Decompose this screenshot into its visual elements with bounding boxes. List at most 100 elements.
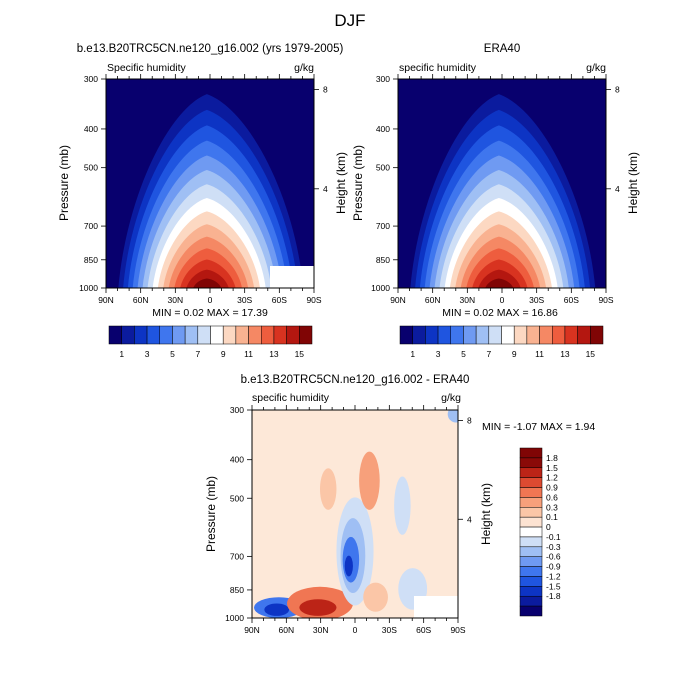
- diff-height-tick-label: 8: [467, 416, 472, 426]
- model-y-tick-label: 300: [84, 74, 98, 84]
- obs-colorbar-label: 11: [535, 349, 544, 359]
- panel-model-axes: 90N 60N 30N 0 30S 60S 90S 300 400 500 700 850 1000 8 4: [79, 74, 328, 305]
- diff-colorbar-label: -0.6: [546, 552, 561, 562]
- panel-diff-colorbar: 1.81.51.20.90.60.30.10-0.1-0.3-0.6-0.9-1…: [519, 447, 561, 617]
- panel-diff-units: g/kg: [441, 392, 461, 404]
- diff-colorbar-label: 0.3: [546, 502, 558, 512]
- diff-colorbar-swatch: [519, 477, 543, 488]
- obs-x-tick-label: 90S: [598, 295, 613, 305]
- panel-diff: b.e13.B20TRC5CN.ne120_g16.002 - ERA40 sp…: [204, 374, 595, 635]
- obs-y-tick-label: 500: [376, 163, 390, 173]
- diff-colorbar-swatch: [519, 536, 543, 548]
- diff-y-tick-label: 850: [230, 585, 244, 595]
- model-colorbar-swatch: [108, 325, 122, 345]
- model-x-tick-label: 30S: [237, 295, 252, 305]
- model-colorbar-swatch: [121, 325, 135, 345]
- diff-x-tick-label: 90S: [450, 625, 465, 635]
- obs-x-tick-label: 0: [500, 295, 505, 305]
- panel-obs-colorbar: 1 3 5 7 9 11 13 15: [399, 325, 604, 359]
- obs-colorbar-label: 7: [486, 349, 491, 359]
- obs-colorbar-swatch: [590, 325, 604, 345]
- panel-model-units: g/kg: [294, 62, 314, 74]
- model-colorbar-swatch: [286, 325, 300, 345]
- obs-colorbar-label: 9: [512, 349, 517, 359]
- obs-y-tick-label: 1000: [371, 283, 390, 293]
- model-height-tick-label: 4: [323, 184, 328, 194]
- diff-level-fill: [394, 476, 411, 535]
- model-y-tick-label: 1000: [79, 283, 98, 293]
- diff-y-tick-label: 1000: [225, 613, 244, 623]
- obs-level-fill: [485, 278, 514, 288]
- model-colorbar-label: 9: [221, 349, 226, 359]
- diff-colorbar-swatch: [519, 447, 543, 459]
- diff-colorbar-label: 0.9: [546, 483, 558, 493]
- model-x-tick-label: 90S: [306, 295, 321, 305]
- model-y-tick-label: 500: [84, 163, 98, 173]
- page-title: DJF: [334, 11, 365, 30]
- diff-colorbar-label: 1.5: [546, 463, 558, 473]
- panel-obs-title: ERA40: [484, 43, 520, 55]
- diff-colorbar-label: 1.2: [546, 473, 558, 483]
- panel-obs-left-string: specific humidity: [399, 62, 477, 74]
- model-height-tick-label: 8: [323, 85, 328, 95]
- diff-colorbar-swatch: [519, 487, 543, 498]
- diff-colorbar-swatch: [519, 497, 543, 508]
- obs-x-tick-label: 60N: [425, 295, 441, 305]
- diff-level-fill: [319, 468, 337, 510]
- panel-model-colorbar: 1 3 5 7 9 11 13 15: [108, 325, 313, 359]
- obs-colorbar-swatch: [577, 325, 591, 345]
- diff-colorbar-label: 0: [546, 522, 551, 532]
- diff-colorbar-label: -1.2: [546, 571, 561, 581]
- panel-diff-title: b.e13.B20TRC5CN.ne120_g16.002 - ERA40: [241, 374, 470, 386]
- diff-colorbar-swatch: [519, 526, 543, 538]
- model-colorbar-label: 1: [119, 349, 124, 359]
- model-missing-mask: [270, 266, 314, 288]
- obs-colorbar-label: 3: [436, 349, 441, 359]
- diff-x-tick-label: 30N: [313, 625, 329, 635]
- obs-colorbar-label: 1: [410, 349, 415, 359]
- diff-y-tick-label: 300: [230, 405, 244, 415]
- obs-colorbar-swatch: [475, 325, 490, 345]
- model-colorbar-swatch: [146, 325, 160, 345]
- obs-colorbar-swatch: [539, 325, 553, 345]
- obs-colorbar-swatch: [513, 325, 528, 345]
- diff-colorbar-swatch: [519, 566, 543, 577]
- diff-x-tick-label: 60S: [416, 625, 431, 635]
- diff-colorbar-label: 1.8: [546, 453, 558, 463]
- diff-colorbar-swatch: [519, 457, 543, 469]
- diff-x-tick-label: 30S: [382, 625, 397, 635]
- diff-x-tick-label: 60N: [279, 625, 295, 635]
- model-colorbar-swatch: [222, 325, 237, 345]
- model-colorbar-swatch: [235, 325, 249, 345]
- obs-x-tick-label: 30N: [460, 295, 476, 305]
- diff-level-fill: [447, 410, 458, 423]
- model-colorbar-swatch: [197, 325, 211, 345]
- diff-y-tick-label: 400: [230, 455, 244, 465]
- obs-colorbar-label: 5: [461, 349, 466, 359]
- model-colorbar-label: 3: [145, 349, 150, 359]
- model-colorbar-label: 13: [269, 349, 279, 359]
- panel-obs-contours: [398, 79, 606, 288]
- obs-colorbar-swatch: [564, 325, 578, 345]
- model-colorbar-swatch: [184, 325, 199, 345]
- diff-colorbar-swatch: [519, 467, 543, 478]
- panel-diff-contours: [252, 410, 458, 618]
- model-colorbar-swatch: [172, 325, 186, 345]
- model-y-tick-label: 400: [84, 124, 98, 134]
- model-colorbar-swatch: [159, 325, 173, 345]
- model-colorbar-label: 7: [195, 349, 200, 359]
- model-colorbar-swatch: [248, 325, 262, 345]
- model-y-tick-label: 850: [84, 255, 98, 265]
- panel-obs: ERA40 specific humidity g/kg 90N 60N 30N 0 3…: [351, 43, 640, 359]
- model-colorbar-swatch: [134, 325, 148, 345]
- diff-colorbar-label: -1.8: [546, 591, 561, 601]
- obs-y-tick-label: 400: [376, 124, 390, 134]
- diff-y-tick-label: 700: [230, 551, 244, 561]
- model-colorbar-swatch: [273, 325, 287, 345]
- diff-height-tick-label: 4: [467, 514, 472, 524]
- obs-colorbar-label: 13: [560, 349, 570, 359]
- model-y-tick-label: 700: [84, 221, 98, 231]
- model-colorbar-label: 5: [170, 349, 175, 359]
- panel-obs-units: g/kg: [586, 62, 606, 74]
- diff-level-fill: [299, 599, 337, 616]
